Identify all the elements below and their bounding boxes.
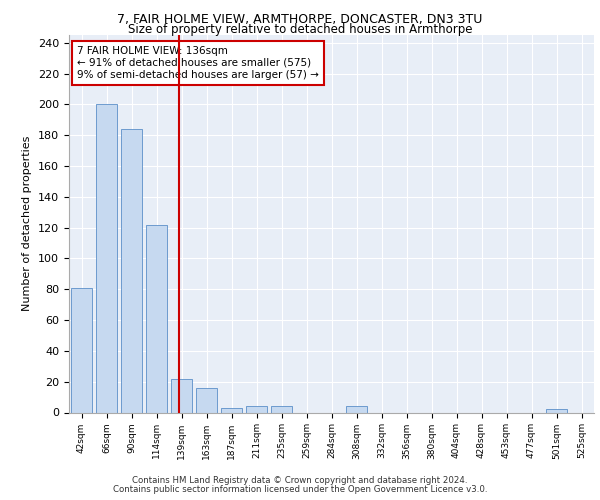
Text: 7, FAIR HOLME VIEW, ARMTHORPE, DONCASTER, DN3 3TU: 7, FAIR HOLME VIEW, ARMTHORPE, DONCASTER… bbox=[118, 12, 482, 26]
Bar bbox=[96, 104, 117, 412]
Text: Contains HM Land Registry data © Crown copyright and database right 2024.: Contains HM Land Registry data © Crown c… bbox=[132, 476, 468, 485]
Text: Contains public sector information licensed under the Open Government Licence v3: Contains public sector information licen… bbox=[113, 484, 487, 494]
Text: 7 FAIR HOLME VIEW: 136sqm
← 91% of detached houses are smaller (575)
9% of semi-: 7 FAIR HOLME VIEW: 136sqm ← 91% of detac… bbox=[77, 46, 319, 80]
Bar bbox=[121, 129, 142, 412]
Bar bbox=[271, 406, 292, 412]
Bar bbox=[246, 406, 267, 412]
Bar bbox=[546, 410, 567, 412]
Bar bbox=[196, 388, 217, 412]
Bar bbox=[146, 224, 167, 412]
Bar bbox=[346, 406, 367, 412]
Y-axis label: Number of detached properties: Number of detached properties bbox=[22, 136, 32, 312]
Bar bbox=[221, 408, 242, 412]
Bar bbox=[171, 378, 192, 412]
Bar bbox=[71, 288, 92, 412]
Text: Size of property relative to detached houses in Armthorpe: Size of property relative to detached ho… bbox=[128, 22, 472, 36]
